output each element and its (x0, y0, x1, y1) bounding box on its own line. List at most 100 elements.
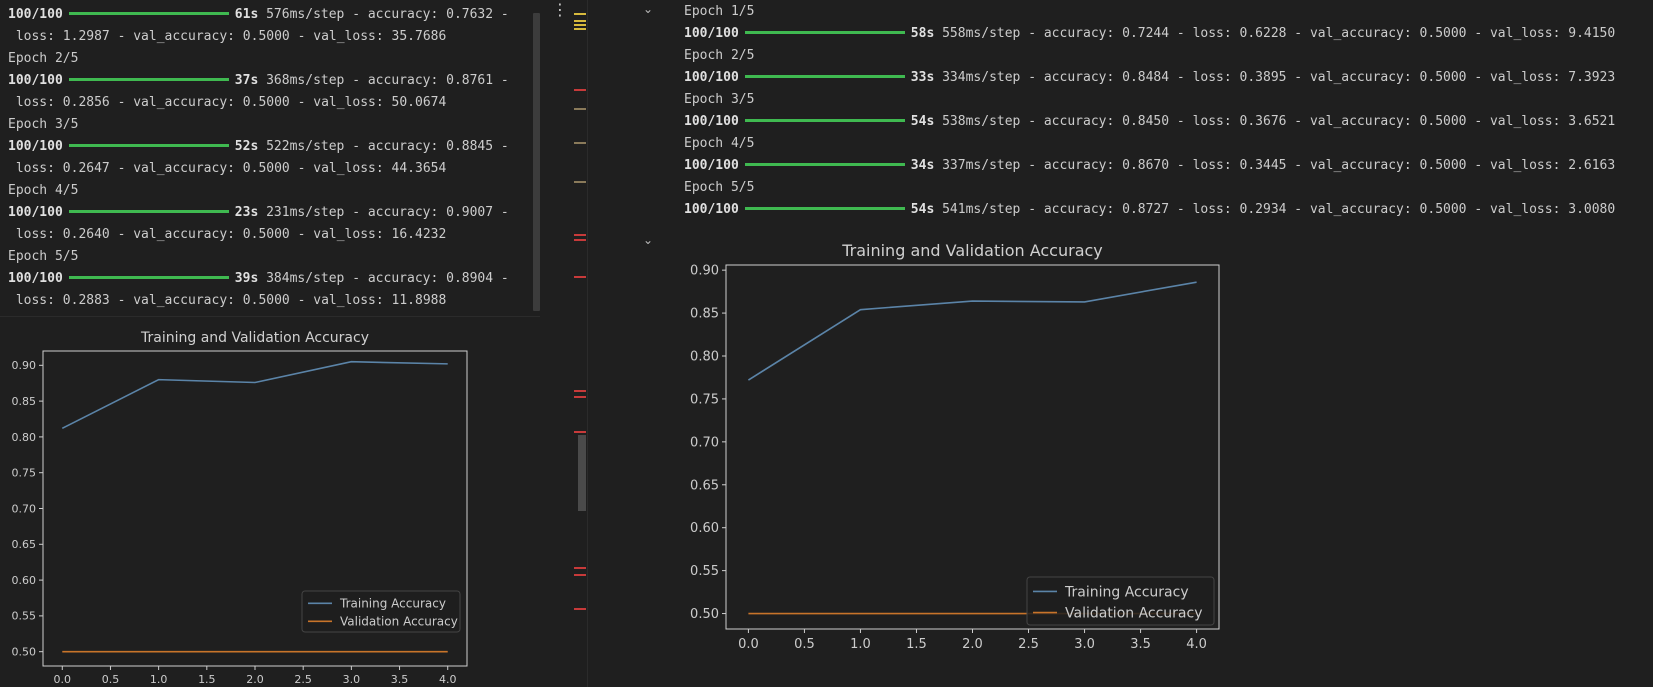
progress-bar (68, 11, 229, 15)
output-text: loss: 0.2883 - val_accuracy: 0.5000 - va… (8, 293, 447, 308)
progress-bar (68, 275, 229, 279)
y-tick-label: 0.65 (12, 538, 37, 551)
legend-label: Validation Accuracy (1065, 605, 1203, 621)
output-text: loss: 1.2987 - val_accuracy: 0.5000 - va… (8, 29, 447, 44)
x-tick-label: 0.0 (54, 673, 72, 686)
x-tick-label: 2.0 (246, 673, 264, 686)
output-text: Epoch 1/5 (684, 4, 755, 19)
x-tick-label: 1.0 (150, 673, 168, 686)
metrics-text: 558ms/step - accuracy: 0.7244 - loss: 0.… (942, 26, 1616, 41)
overview-marker (574, 390, 586, 392)
overview-marker (574, 142, 586, 144)
y-tick-label: 0.65 (690, 478, 719, 493)
output-line: Epoch 2/5 (8, 48, 78, 70)
output-line: Epoch 3/5 (684, 89, 754, 111)
collapse-chevron-icon[interactable]: ⌄ (643, 2, 654, 16)
step-count: 100/100 (684, 70, 739, 85)
output-line: Epoch 1/5 (684, 1, 754, 23)
metrics-text: 541ms/step - accuracy: 0.8727 - loss: 0.… (942, 202, 1616, 217)
pane-divider[interactable] (587, 0, 588, 687)
right-accuracy-chart: Training and Validation Accuracy 0.50 0.55… (690, 241, 1220, 652)
progress-bar (744, 118, 905, 122)
metrics-text: 368ms/step - accuracy: 0.8761 - (266, 73, 509, 88)
overview-marker (574, 574, 586, 576)
overview-marker (574, 24, 586, 26)
overview-marker (574, 276, 586, 278)
overview-scroll-thumb[interactable] (578, 435, 586, 511)
step-count: 100/100 (684, 26, 739, 41)
output-text: Epoch 5/5 (684, 180, 755, 195)
overview-marker (574, 13, 586, 15)
overview-marker (574, 567, 586, 569)
output-text: Epoch 2/5 (8, 51, 79, 66)
y-tick-label: 0.60 (690, 521, 719, 536)
output-line: Epoch 5/5 (684, 177, 754, 199)
output-line: loss: 0.2647 - val_accuracy: 0.5000 - va… (8, 158, 446, 180)
epoch-time: 23s (234, 205, 259, 220)
step-count: 100/100 (8, 271, 63, 286)
output-line: Epoch 2/5 (684, 45, 754, 67)
output-line: 100/100 54s 538ms/step - accuracy: 0.8450… (684, 111, 1615, 133)
output-line: loss: 0.2883 - val_accuracy: 0.5000 - va… (8, 290, 446, 312)
overview-marker (574, 239, 586, 241)
output-line: Epoch 5/5 (8, 246, 78, 268)
output-line: loss: 0.2640 - val_accuracy: 0.5000 - va… (8, 224, 446, 246)
collapse-chevron-icon[interactable]: ⌄ (643, 233, 654, 247)
left-output-pane: 100/100 61s 576ms/step - accuracy: 0.7632… (0, 0, 588, 687)
output-line: Epoch 3/5 (8, 114, 78, 136)
overview-ruler (574, 0, 588, 687)
epoch-time: 54s (910, 114, 935, 129)
output-line: 100/100 54s 541ms/step - accuracy: 0.8727… (684, 199, 1615, 221)
y-tick-label: 0.60 (12, 574, 37, 587)
output-line: Epoch 4/5 (684, 133, 754, 155)
y-tick-label: 0.80 (690, 350, 719, 365)
y-tick-label: 0.75 (12, 467, 37, 480)
epoch-time: 52s (234, 139, 259, 154)
output-text: loss: 0.2640 - val_accuracy: 0.5000 - va… (8, 227, 447, 242)
y-tick-label: 0.90 (12, 359, 37, 372)
x-tick-label: 0.5 (794, 637, 815, 652)
legend-label: Training Accuracy (1064, 584, 1189, 600)
y-tick-label: 0.75 (690, 392, 719, 407)
step-count: 100/100 (8, 205, 63, 220)
metrics-text: 538ms/step - accuracy: 0.8450 - loss: 0.… (942, 114, 1616, 129)
x-tick-label: 1.5 (906, 637, 927, 652)
output-line: 100/100 58s 558ms/step - accuracy: 0.7244… (684, 23, 1615, 45)
step-count: 100/100 (684, 158, 739, 173)
x-tick-label: 3.0 (343, 673, 361, 686)
x-tick-label: 0.5 (102, 673, 120, 686)
epoch-time: 33s (910, 70, 935, 85)
x-tick-label: 2.5 (294, 673, 312, 686)
output-text: Epoch 2/5 (684, 48, 755, 63)
overview-marker (574, 234, 586, 236)
left-cell-output: 100/100 61s 576ms/step - accuracy: 0.7632… (0, 0, 540, 317)
output-line: 100/100 34s 337ms/step - accuracy: 0.8670… (684, 155, 1615, 177)
y-tick-label: 0.55 (690, 564, 719, 579)
output-line: Epoch 4/5 (8, 180, 78, 202)
x-tick-label: 1.0 (850, 637, 871, 652)
output-scrollbar[interactable] (533, 13, 540, 311)
y-tick-label: 0.50 (690, 607, 719, 622)
output-line: loss: 0.2856 - val_accuracy: 0.5000 - va… (8, 92, 446, 114)
y-tick-label: 0.80 (12, 431, 37, 444)
x-tick-label: 3.5 (1130, 637, 1151, 652)
x-tick-label: 4.0 (439, 673, 457, 686)
metrics-text: 337ms/step - accuracy: 0.8670 - loss: 0.… (942, 158, 1616, 173)
legend-label: Validation Accuracy (340, 615, 458, 629)
epoch-time: 39s (234, 271, 259, 286)
step-count: 100/100 (684, 114, 739, 129)
step-count: 100/100 (8, 7, 63, 22)
y-tick-label: 0.55 (12, 610, 37, 623)
metrics-text: 522ms/step - accuracy: 0.8845 - (266, 139, 509, 154)
progress-bar (68, 143, 229, 147)
step-count: 100/100 (8, 139, 63, 154)
x-tick-label: 0.0 (738, 637, 759, 652)
x-tick-label: 3.0 (1074, 637, 1095, 652)
overview-marker (574, 181, 586, 183)
progress-bar (744, 162, 905, 166)
output-line: 100/100 39s 384ms/step - accuracy: 0.8904… (8, 268, 509, 290)
progress-bar (744, 30, 905, 34)
more-actions-icon[interactable]: ⋮ (552, 0, 568, 19)
output-text: Epoch 4/5 (8, 183, 79, 198)
output-text: loss: 0.2856 - val_accuracy: 0.5000 - va… (8, 95, 447, 110)
